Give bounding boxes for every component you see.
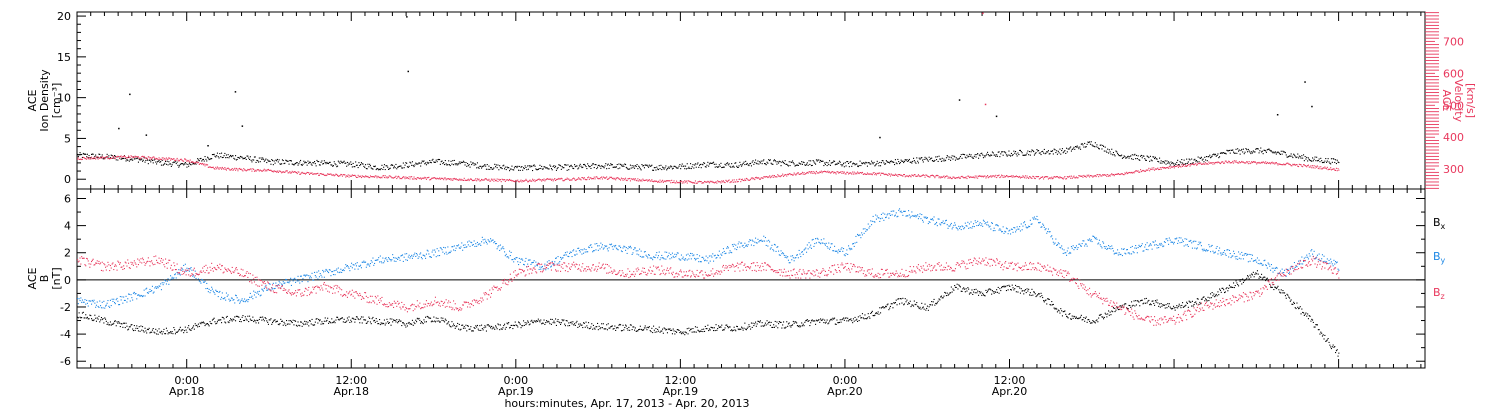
density-series-outlier [1304,81,1306,83]
bfield-ytick-label: 0 [64,274,71,287]
density-series [77,141,1339,171]
bfield-legend-y: By [1433,250,1446,265]
bfield-ytick-label: -6 [60,355,71,368]
bfield-legend-x: Bx [1433,216,1446,231]
velocity-ytick-label: 300 [1443,163,1464,176]
velocity-ytick-label: 700 [1443,35,1464,48]
velocity-ylabel-line: Velocity [1452,79,1465,123]
bfield-legend-z: Bz [1433,286,1445,301]
density-series-outlier [1311,106,1313,108]
velocity-ytick-label: 400 [1443,131,1464,144]
velocity-series-outlier [985,104,987,106]
bfield-panel-frame [77,189,1425,368]
density-series-outlier [406,16,408,18]
density-ytick-label: 5 [64,132,71,145]
x-tick-date: Apr.20 [827,385,863,398]
density-series-outlier [207,145,209,147]
density-series-outlier [235,91,237,93]
density-series-outlier [408,71,410,73]
x-tick-date: Apr.20 [992,385,1028,398]
velocity-series-outlier [982,13,984,15]
bfield-ytick-label: 6 [64,192,71,205]
density-series-outlier [959,99,961,101]
bfield-series-y [77,208,1339,308]
bfield-series-x [77,270,1339,357]
x-axis-label: hours:minutes, Apr. 17, 2013 - Apr. 20, … [504,397,749,410]
bfield-ytick-label: 4 [64,220,71,233]
density-ytick-label: 0 [64,173,71,186]
bfield-ylabel-line: [nT] [50,267,63,289]
bfield-ytick-label: 2 [64,247,71,260]
density-series-outlier [242,125,244,127]
density-series-outlier [146,134,148,136]
density-ytick-label: 15 [57,51,71,64]
density-ylabel-line: [cm⁻³] [50,83,63,119]
density-series-outlier [1277,114,1279,116]
bfield-ytick-label: -2 [60,301,71,314]
density-series-outlier [118,128,120,130]
density-ytick-label: 20 [57,10,71,23]
density-series-outlier [879,137,881,139]
bfield-ytick-label: -4 [60,328,71,341]
density-series-outlier [129,94,131,96]
x-axis: 0:00Apr.1812:00Apr.180:00Apr.1912:00Apr.… [169,374,1027,410]
x-tick-date: Apr.18 [169,385,205,398]
density-series-outlier [996,116,998,118]
velocity-ylabel-line: [km/s] [1464,83,1477,118]
x-tick-date: Apr.18 [334,385,370,398]
velocity-ylabel-line: ACE [1440,90,1453,112]
